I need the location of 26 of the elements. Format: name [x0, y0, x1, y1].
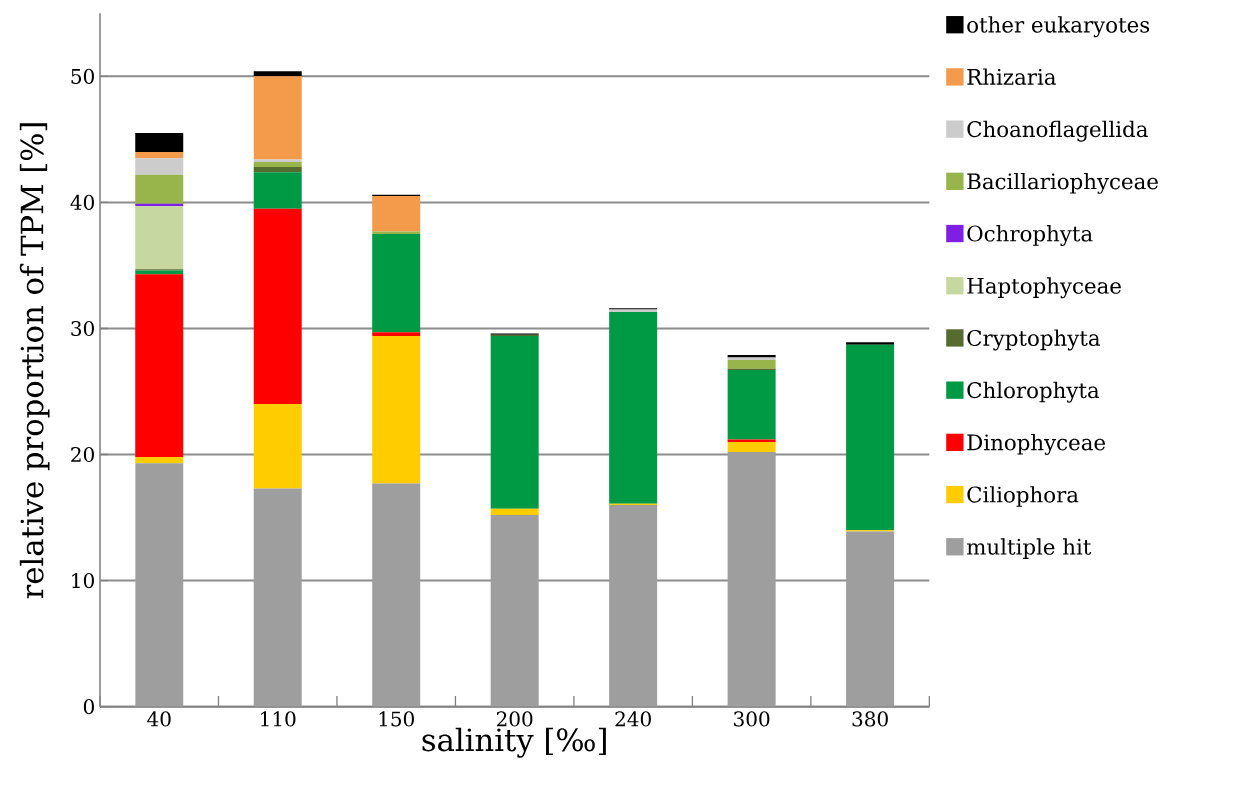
- legend-label: Dinophyceae: [967, 434, 1106, 456]
- x-axis-title: salinity [‰]: [422, 727, 606, 758]
- legend-label: Rhizaria: [967, 68, 1056, 86]
- legend-label: Cryptophyta: [967, 329, 1100, 351]
- y-tick-label: 0: [83, 699, 94, 715]
- x-tick-label: 150: [379, 711, 414, 727]
- x-tick-label: 240: [615, 711, 651, 727]
- y-tick-label: 10: [72, 573, 94, 589]
- x-tick-label: 110: [261, 711, 296, 727]
- legend-label: other eukaryotes: [967, 16, 1150, 38]
- y-tick-label: 20: [71, 447, 94, 463]
- x-tick-label: 300: [734, 711, 770, 727]
- x-tick-label: 200: [496, 711, 533, 727]
- legend-label: Bacillariophyceae: [967, 173, 1158, 195]
- legend-label: Chlorophyta: [967, 381, 1100, 403]
- legend-label: Choanoflagellida: [967, 120, 1148, 142]
- y-tick-label: 30: [71, 321, 94, 337]
- y-axis-title: relative proportion of TPM [%]: [19, 123, 50, 599]
- x-tick-label: 380: [852, 711, 888, 727]
- y-tick-label: 40: [70, 195, 94, 211]
- legend-label: Ochrophyta: [967, 225, 1093, 247]
- legend-label: Ciliophora: [967, 486, 1079, 507]
- legend-label: multiple hit: [966, 538, 1092, 560]
- x-tick-label: 40: [147, 711, 171, 727]
- legend-label: Haptophyceae: [967, 277, 1121, 299]
- y-tick-label: 50: [71, 68, 94, 85]
